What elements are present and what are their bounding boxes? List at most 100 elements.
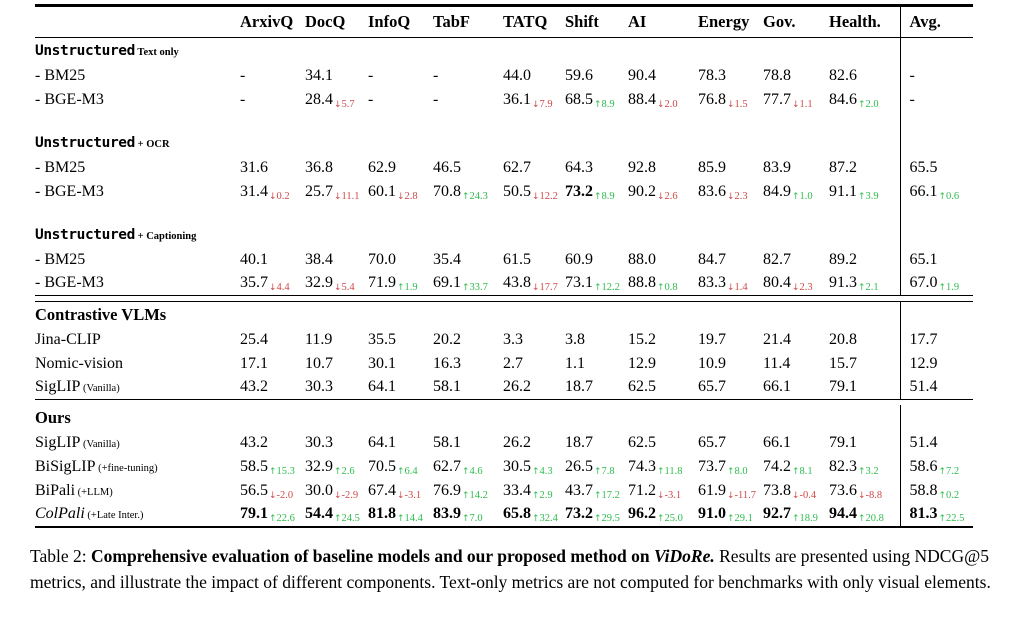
metric-cell: 58.8↑0.2 — [899, 478, 973, 503]
row-label-text: Nomic-vision — [35, 354, 123, 372]
table-row: ColPali (+Late Inter.) 79.1↑22.6 54.4↑24.5… — [35, 502, 973, 527]
metric-cell: 65.5 — [899, 155, 973, 180]
metric-value: 88.4 — [628, 90, 656, 108]
section-title-text: Unstructured — [35, 42, 135, 59]
table-row: - BGE-M3 31.4↓0.2 25.7↓11.1 60.1↓2.8 70.8↑24… — [35, 179, 973, 204]
row-label-suffix: (Vanilla) — [80, 383, 120, 395]
metric-cell: - — [240, 90, 246, 108]
delta-up: ↑14.4 — [397, 513, 423, 524]
up-arrow-icon: ↑ — [594, 283, 602, 294]
section-title-suffix: + OCR — [134, 138, 170, 150]
down-arrow-icon: ↓ — [657, 490, 665, 501]
metric-cell: 28.4↓5.7 — [305, 88, 368, 112]
metric-cell: 61.5 — [503, 250, 531, 268]
metric-cell: 10.7 — [305, 354, 333, 372]
metric-cell: 20.8 — [829, 330, 857, 348]
down-arrow-icon: ↓ — [269, 191, 277, 202]
metric-cell: 19.7 — [698, 330, 726, 348]
delta-up: ↑11.8 — [657, 465, 683, 477]
down-arrow-icon: ↓ — [858, 490, 866, 501]
metric-cell: 18.7 — [565, 433, 593, 451]
metric-cell: 94.4↑20.8 — [829, 503, 900, 527]
metric-cell: 67.4↓-3.1 — [368, 479, 433, 503]
metric-cell: 67.0↑1.9 — [899, 271, 973, 296]
down-arrow-icon: ↓ — [727, 191, 735, 202]
section-title: Ours — [35, 405, 900, 431]
up-arrow-icon: ↑ — [938, 191, 947, 202]
section-avg-cell — [899, 221, 973, 248]
up-arrow-icon: ↑ — [594, 191, 602, 202]
metric-cell: 73.2↑29.5 — [565, 503, 628, 527]
metric-cell: 44.0 — [503, 66, 531, 84]
delta-down: ↓12.2 — [532, 190, 558, 202]
spacer-avg-cell — [899, 203, 973, 222]
metric-cell: 32.9↓5.4 — [305, 272, 368, 296]
delta-up: ↑7.2 — [938, 465, 960, 477]
delta-up: ↑0.2 — [938, 489, 960, 501]
metric-cell: 54.4↑24.5 — [305, 503, 368, 527]
delta-down: ↓5.4 — [334, 282, 355, 294]
metric-value: 84.6 — [829, 90, 857, 108]
up-arrow-icon: ↑ — [532, 514, 540, 524]
down-arrow-icon: ↓ — [727, 99, 735, 110]
single-rule-cell — [35, 399, 973, 405]
metric-cell: 46.5 — [433, 158, 461, 176]
metric-cell: 33.4↑2.9 — [503, 479, 565, 503]
delta-down: ↓1.4 — [727, 282, 748, 294]
delta-up: ↑7.0 — [462, 513, 483, 524]
up-arrow-icon: ↑ — [858, 466, 866, 477]
down-arrow-icon: ↓ — [334, 99, 342, 110]
row-label: ColPali (+Late Inter.) — [35, 503, 240, 527]
metric-cell: 1.1 — [565, 354, 585, 372]
section-header-row: Unstructured + OCR — [35, 129, 973, 156]
metric-cell: 32.9↑2.6 — [305, 455, 368, 479]
delta-down: ↓2.6 — [657, 190, 678, 202]
metric-cell: 20.2 — [433, 330, 461, 348]
up-arrow-icon: ↑ — [594, 466, 602, 477]
metric-cell: 83.3↓1.4 — [698, 272, 763, 296]
metric-value: 74.3 — [628, 457, 656, 475]
table-row: - BGE-M3-28.4↓5.7- -36.1↓7.9 68.5↑8.9 88.4↓… — [35, 87, 973, 112]
delta-down: ↓-8.8 — [858, 489, 883, 501]
metric-cell: 31.6 — [240, 158, 268, 176]
metric-cell: 73.8↓-0.4 — [763, 479, 829, 503]
metric-value: 31.4 — [240, 182, 268, 200]
delta-up: ↑3.2 — [858, 465, 879, 477]
bottom-rule-cell — [35, 525, 973, 529]
metric-cell: 79.1 — [829, 433, 857, 451]
metric-cell: 61.9↓-11.7 — [698, 479, 763, 503]
metric-cell: 78.8 — [763, 66, 791, 84]
metric-cell: 58.6↑7.2 — [899, 454, 973, 479]
table-row: - BM25 31.6 36.8 62.9 46.5 62.7 64.3 92.8 85.9 83… — [35, 155, 973, 180]
delta-up: ↑18.9 — [792, 513, 818, 524]
metric-cell: 43.2 — [240, 378, 268, 396]
metric-cell: 58.5↑15.3 — [240, 455, 305, 479]
delta-up: ↑14.2 — [462, 489, 488, 501]
delta-up: ↑17.2 — [594, 489, 620, 501]
row-label: Jina-CLIP — [35, 328, 240, 352]
delta-down: ↓-3.1 — [397, 489, 422, 501]
metric-cell: 35.4 — [433, 250, 461, 268]
metric-cell: 64.1 — [368, 378, 396, 396]
metric-cell: 18.7 — [565, 378, 593, 396]
table-row: SigLIP (Vanilla) 43.2 30.3 64.1 58.1 26.2 18.7… — [35, 430, 973, 455]
delta-down: ↓-2.9 — [334, 489, 359, 501]
row-label-text: - BM25 — [35, 250, 86, 268]
metric-cell: 85.9 — [698, 158, 726, 176]
down-arrow-icon: ↓ — [727, 283, 735, 294]
metric-cell: 64.1 — [368, 433, 396, 451]
delta-down: ↓7.9 — [532, 98, 553, 110]
metric-cell: 30.0↓-2.9 — [305, 479, 368, 503]
delta-down: ↓2.8 — [397, 190, 418, 202]
delta-up: ↑33.7 — [462, 282, 488, 294]
metric-cell: 56.5↓-2.0 — [240, 479, 305, 503]
row-label-suffix: (+fine-tuning) — [95, 462, 158, 474]
up-arrow-icon: ↑ — [727, 514, 735, 524]
metric-value: 70.8 — [433, 182, 461, 200]
metric-cell: 62.7 — [503, 158, 531, 176]
metric-value: 73.2 — [565, 182, 593, 200]
section-title-text: Ours — [35, 407, 71, 427]
down-arrow-icon: ↓ — [792, 490, 800, 501]
delta-down: ↓5.7 — [334, 98, 355, 110]
metric-cell: 66.1 — [763, 378, 791, 396]
